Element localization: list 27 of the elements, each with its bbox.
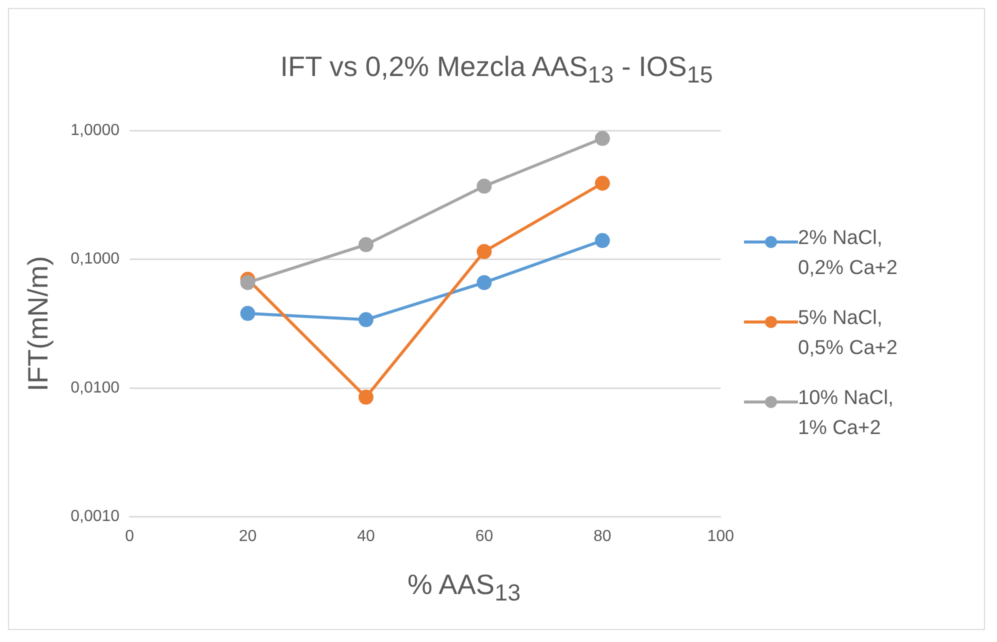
point	[358, 390, 374, 405]
point	[358, 237, 374, 252]
y-tick-label: 0,0100	[70, 379, 120, 396]
x-tick-label: 60	[475, 528, 494, 545]
point	[594, 130, 610, 146]
x-tick-label: 100	[707, 528, 734, 545]
point	[476, 275, 492, 290]
x-axis-title: % AAS$_{13}$	[406, 569, 522, 607]
x-tick-label: 80	[594, 528, 612, 545]
point	[240, 306, 256, 321]
y-axis-title: IFT(mN/m)	[22, 256, 54, 392]
point	[358, 312, 374, 328]
legend-label: 10% NaCl, 1% Ca+2	[798, 386, 895, 441]
legend-label: 2% NaCl, 0,2% Ca+2	[798, 226, 899, 281]
x-tick-label: 40	[357, 528, 375, 545]
legend-label: 5% NaCl, 0,5% Ca+2	[798, 306, 899, 361]
x-tick-label: 0	[125, 528, 134, 545]
point	[476, 244, 492, 260]
chart-title: IFT vs 0,2% Mezcla AAS$_{13}$ - IOS$_{15}$	[279, 50, 714, 90]
y-tick-label: 1,0000	[70, 122, 120, 140]
point	[594, 176, 610, 191]
point	[240, 275, 256, 290]
y-tick-label: 0,0010	[70, 508, 120, 526]
point	[594, 233, 610, 248]
point	[476, 178, 492, 194]
y-tick-label: 0,1000	[70, 250, 120, 268]
x-tick-label: 20	[238, 528, 257, 545]
